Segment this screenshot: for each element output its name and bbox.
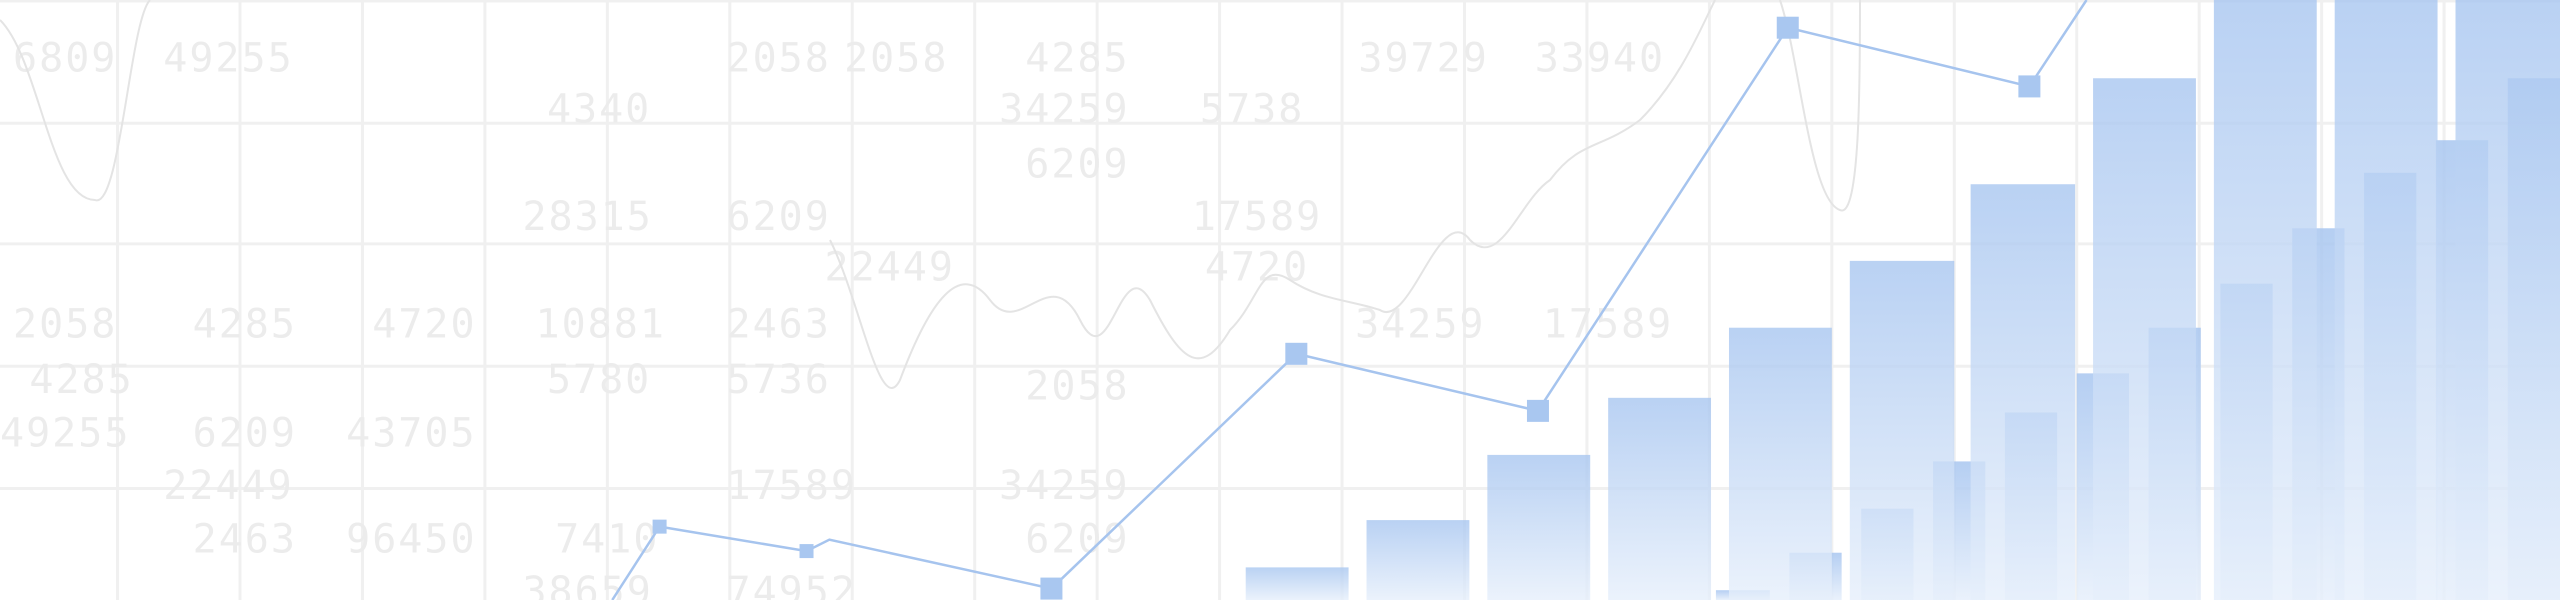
background-number: 5736: [727, 357, 831, 403]
wave-line: [0, 0, 1861, 389]
trend-marker: [799, 544, 814, 559]
trend-marker: [2018, 75, 2041, 98]
background-number: 17589: [727, 463, 857, 509]
background-number: 34259: [999, 86, 1129, 132]
background-number: 28315: [522, 194, 652, 240]
background-number: 4720: [372, 302, 476, 348]
background-number: 4340: [547, 86, 651, 132]
front-bar: [1245, 567, 1349, 600]
background-number: 4285: [1025, 36, 1129, 82]
background-number: 49255: [163, 36, 293, 82]
background-number: 6209: [727, 194, 831, 240]
background-number: 38659: [522, 569, 652, 600]
background-number: 43705: [346, 411, 476, 457]
background-number: 6209: [1025, 142, 1129, 188]
trend-marker: [1285, 342, 1308, 365]
background-number: 2463: [727, 302, 831, 348]
background-number: 22449: [824, 244, 954, 290]
background-numbers: 6809 49255 4340 2058 2058 4285 39729 33940 34259…: [0, 36, 1673, 600]
trend-marker: [652, 519, 667, 534]
front-bar: [2455, 0, 2560, 600]
background-number: 39729: [1358, 36, 1488, 82]
trend-line: [611, 0, 2088, 600]
front-bar: [2213, 0, 2317, 600]
front-bar: [1728, 327, 1832, 600]
background-number: 34259: [999, 463, 1129, 509]
background-number: 5780: [547, 357, 651, 403]
trend-marker: [1040, 577, 1063, 600]
background-number: 17589: [1543, 302, 1673, 348]
background-number: 2463: [193, 517, 297, 563]
front-bar: [2334, 0, 2438, 600]
background-number: 33940: [1535, 36, 1665, 82]
background-number: 2058: [727, 36, 831, 82]
trend-marker: [1776, 16, 1799, 39]
background-number: 2058: [844, 36, 948, 82]
background-number: 10881: [536, 302, 666, 348]
background-number: 2058: [1025, 363, 1129, 409]
background-number: 7410: [555, 517, 659, 563]
front-bar: [1970, 184, 2076, 600]
background-number: 96450: [346, 517, 476, 563]
background-number: 74952: [727, 569, 857, 600]
background-number: 6209: [1025, 517, 1129, 563]
trend-path: [611, 0, 2088, 600]
background-number: 4285: [193, 302, 297, 348]
front-bar: [1849, 260, 1955, 600]
front-bar: [1487, 454, 1591, 600]
background-number: 49255: [0, 411, 130, 457]
background-number: 2058: [13, 302, 117, 348]
background-number: 6209: [193, 411, 297, 457]
front-bar: [1608, 397, 1712, 600]
bars: [1245, 0, 2560, 600]
trend-marker: [1526, 399, 1549, 422]
front-bar: [1366, 520, 1470, 600]
background-number: 4285: [29, 357, 133, 403]
background-number: 5738: [1200, 86, 1304, 132]
background-number: 17589: [1192, 194, 1322, 240]
background-number: 4720: [1205, 244, 1309, 290]
background-number: 6809: [13, 36, 117, 82]
front-bar: [2093, 78, 2196, 600]
background-number: 22449: [163, 463, 293, 509]
